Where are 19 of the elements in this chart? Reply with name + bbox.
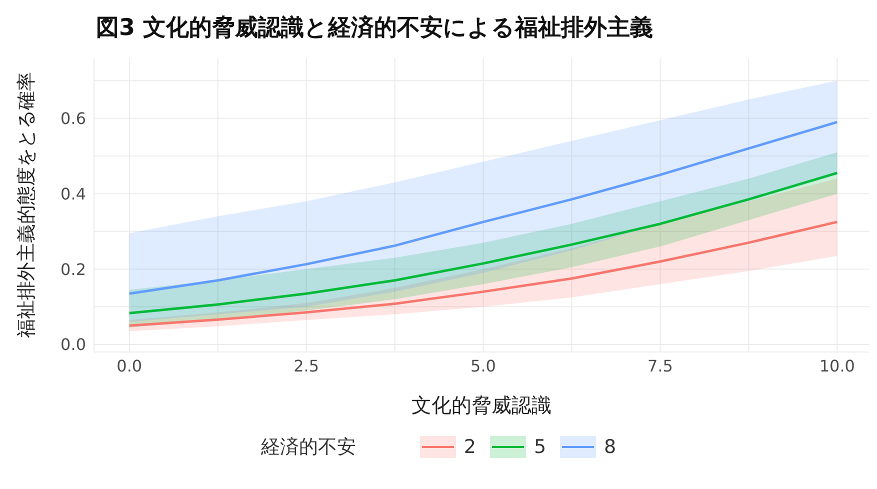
x-axis-title: 文化的脅威認識 [412, 393, 552, 417]
y-tick-label: 0.2 [60, 260, 86, 279]
y-tick-label: 0.6 [60, 108, 86, 128]
line-series [128, 120, 838, 295]
y-tick-label: 0.0 [60, 335, 86, 354]
chart-title: 図3 文化的脅威認識と経済的不安による福祉排外主義 [95, 14, 654, 43]
x-tick-label: 5.0 [470, 356, 496, 376]
x-tick-label: 0.0 [116, 356, 142, 376]
y-tick-label: 0.4 [60, 184, 86, 204]
legend-label: 2 [464, 436, 476, 458]
y-axis-title: 福祉排外主義的態度をとる確率 [16, 72, 38, 338]
x-tick-label: 7.5 [647, 356, 673, 376]
legend-label: 8 [604, 436, 616, 458]
line-series [128, 172, 838, 314]
x-tick-label: 2.5 [294, 356, 320, 376]
legend-label: 5 [534, 436, 546, 458]
legend-title: 経済的不安 [260, 435, 356, 460]
x-tick-label: 10.0 [819, 356, 855, 376]
line-series [128, 220, 838, 327]
